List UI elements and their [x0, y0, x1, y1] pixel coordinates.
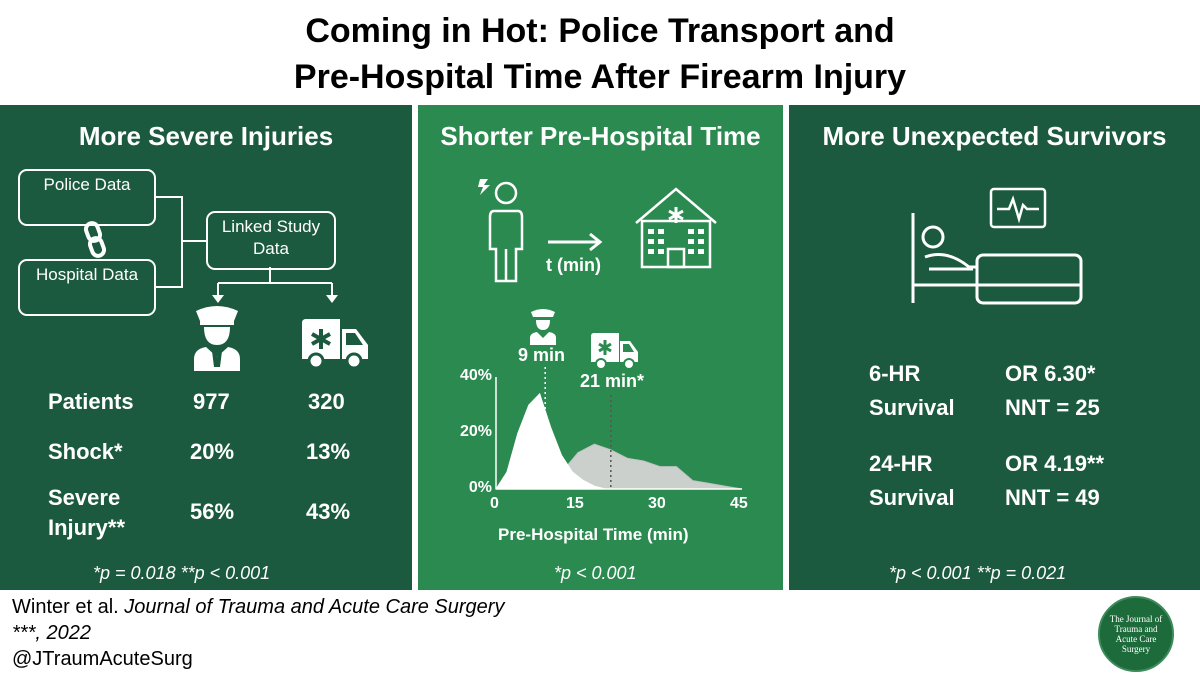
stat-24hr-label-line1: 24-HR: [869, 451, 933, 476]
ems-shock-value: 13%: [306, 439, 351, 464]
citation-line: Winter et al. Journal of Trauma and Acut…: [12, 596, 504, 619]
citation-journal: Journal of Trauma and Acute Care Surgery: [124, 596, 505, 618]
panel-title: Shorter Pre-Hospital Time: [440, 121, 761, 151]
stat-6hr-nnt: NNT = 25: [1005, 395, 1100, 420]
citation-year: ***, 2022: [12, 622, 91, 644]
police-median-label: 9 min: [518, 345, 566, 365]
y-tick-label: 20%: [459, 423, 492, 440]
police-shock-value: 20%: [190, 439, 235, 464]
hospital-data-box: Hospital Data: [18, 259, 156, 316]
x-tick-label: 0: [490, 495, 499, 512]
chain-link-icon: [83, 221, 107, 258]
row-label-patients: Patients: [48, 389, 134, 414]
police-officer-icon: [194, 306, 240, 371]
row-label-shock: Shock*: [48, 439, 123, 464]
footnote: *p < 0.001 **p = 0.021: [889, 563, 1067, 583]
x-tick-label: 15: [566, 495, 584, 512]
panel-severe-injuries: More Severe Injuries Police Data Hospita…: [0, 105, 412, 590]
stat-6hr-label-line2: Survival: [869, 395, 955, 420]
hospital-icon: [635, 187, 717, 269]
panel-unexpected-survivors: More Unexpected Survivors 6-HR Survival …: [789, 105, 1200, 590]
ems-median-label: 21 min*: [580, 371, 645, 391]
journal-seal-logo: The Journal of Trauma and Acute Care Sur…: [1098, 596, 1174, 672]
police-officer-icon: [530, 309, 556, 345]
x-tick-label: 30: [648, 495, 666, 512]
row-label-severe-injury: Severe Injury**: [48, 485, 126, 540]
x-axis-label: Pre-Hospital Time (min): [498, 525, 689, 544]
police-severe-injury-value: 56%: [190, 499, 235, 524]
title-line-1: Coming in Hot: Police Transport and: [305, 12, 895, 50]
hospital-bed-icon: [911, 213, 1083, 305]
page-title: Coming in Hot: Police Transport and Pre-…: [0, 8, 1200, 100]
heart-monitor-icon: [989, 187, 1047, 229]
journal-handle: @JTraumAcuteSurg: [12, 648, 193, 670]
pre-hospital-time-chart: [495, 367, 743, 490]
stat-24hr-nnt: NNT = 49: [1005, 485, 1100, 510]
time-arrow: [548, 232, 603, 252]
footnote: *p = 0.018 **p < 0.001: [93, 563, 271, 583]
ems-patients-value: 320: [308, 389, 345, 414]
panel-pre-hospital-time: Shorter Pre-Hospital Time t (min): [418, 105, 783, 590]
panel-title: More Severe Injuries: [78, 121, 334, 151]
citation-authors: Winter et al.: [12, 596, 119, 618]
x-tick-label: 45: [730, 495, 748, 512]
stat-6hr-or: OR 6.30*: [1005, 361, 1096, 386]
stat-24hr-or: OR 4.19**: [1005, 451, 1105, 476]
stat-24hr-label-line2: Survival: [869, 485, 955, 510]
y-tick-label: 40%: [459, 367, 492, 384]
y-tick-label: 0%: [468, 479, 492, 496]
stat-6hr-label-line1: 6-HR: [869, 361, 921, 386]
ambulance-icon: [591, 333, 638, 370]
title-line-2: Pre-Hospital Time After Firearm Injury: [293, 58, 907, 96]
panel-title: More Unexpected Survivors: [822, 121, 1167, 151]
police-patients-value: 977: [193, 389, 230, 414]
injured-person-icon: [478, 179, 524, 283]
footnote: *p < 0.001: [554, 563, 637, 583]
time-label: t (min): [546, 255, 601, 275]
ems-severe-injury-value: 43%: [306, 499, 351, 524]
series-area-0: [495, 392, 606, 490]
ambulance-icon: [302, 319, 368, 370]
flow-connectors: [156, 196, 338, 303]
